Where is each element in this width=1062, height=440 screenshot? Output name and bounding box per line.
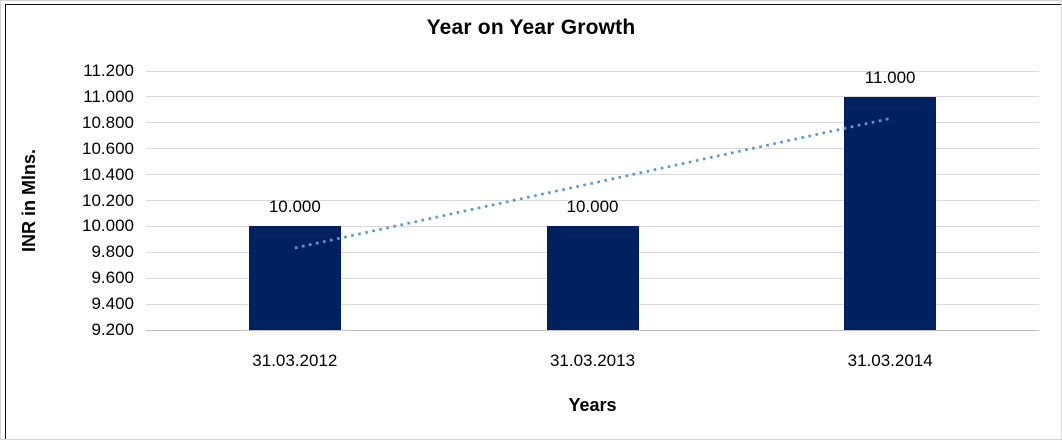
bar: [844, 96, 937, 330]
y-tick-label: 9.200: [91, 320, 134, 339]
y-tick-label: 10.200: [82, 190, 134, 210]
x-axis-line: [146, 329, 1039, 331]
bar-value-label: 10.000: [268, 197, 321, 217]
gridline: [146, 96, 1039, 98]
y-tick-label: 10.400: [82, 164, 134, 184]
bar: [546, 226, 639, 330]
y-tick-label: 9.800: [91, 242, 134, 262]
bar-value-label: 10.000: [566, 197, 619, 217]
bar-value-label: 11.000: [864, 67, 916, 87]
chart-title: Year on Year Growth: [426, 16, 636, 39]
y-tick-label: 11.000: [83, 86, 134, 106]
y-tick-label: 11.200: [83, 61, 134, 80]
y-tick-label: 9.600: [91, 268, 134, 288]
y-tick-label: 10.000: [82, 216, 134, 236]
bar: [248, 226, 341, 330]
y-tick-label: 9.400: [91, 294, 134, 314]
y-tick-label: 10.800: [82, 112, 134, 132]
y-tick-label: 10.600: [82, 138, 134, 158]
x-category-label: 31.03.2012: [252, 351, 338, 370]
x-category-label: 31.03.2013: [549, 351, 636, 370]
gridline: [146, 70, 1039, 72]
x-axis-title: Years: [568, 395, 617, 415]
x-category-label: 31.03.2014: [847, 351, 933, 370]
